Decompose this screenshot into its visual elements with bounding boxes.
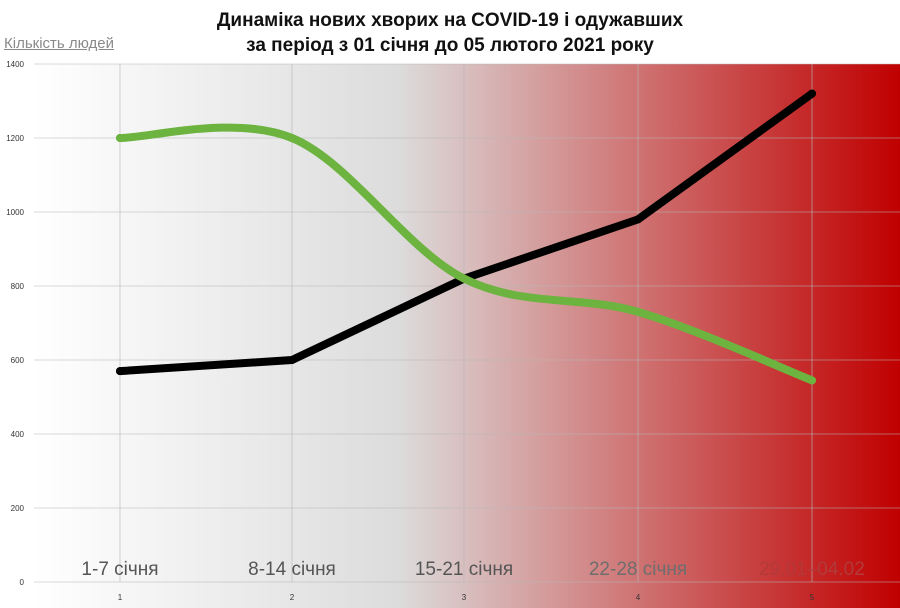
x-tick-label-3: 3 <box>462 593 467 602</box>
y-tick-label-400: 400 <box>11 430 25 439</box>
series-1-point-4 <box>634 215 642 224</box>
y-tick-label-600: 600 <box>11 356 25 365</box>
y-tick-label-1400: 1400 <box>6 60 24 69</box>
category-label-1: 1-7 січня <box>81 559 158 580</box>
series-2-point-3 <box>460 274 468 283</box>
series-1-point-5 <box>808 89 816 98</box>
category-label-2: 8-14 січня <box>248 559 336 580</box>
chart-title: Динаміка нових хворих на COVID-19 і одуж… <box>0 8 900 58</box>
category-label-3: 15-21 січня <box>415 559 513 580</box>
x-tick-label-2: 2 <box>290 593 295 602</box>
series-2-point-2 <box>288 134 296 142</box>
y-axis-label: Кількість людей <box>4 35 115 52</box>
chart-title-line-1: Динаміка нових хворих на COVID-19 і одуж… <box>216 10 684 31</box>
series-2-point-4 <box>634 307 642 316</box>
grid-lines <box>34 63 900 583</box>
series-1-point-1 <box>116 367 124 376</box>
x-tick-label-1: 1 <box>118 593 123 602</box>
x-tick-label-5: 5 <box>810 593 815 602</box>
x-tick-label-4: 4 <box>636 593 641 602</box>
y-tick-label-0: 0 <box>20 578 25 587</box>
plot-background <box>34 64 900 608</box>
series-1-point-2 <box>288 356 296 364</box>
chart-title-line-2: за період з 01 січня до 05 лютого 2021 р… <box>246 35 654 56</box>
category-label-5: 29.01–04.02 <box>759 559 865 580</box>
y-tick-label-1000: 1000 <box>6 208 24 217</box>
series-2-point-5 <box>808 376 816 385</box>
category-label-4: 22-28 січня <box>589 559 687 580</box>
y-tick-label-200: 200 <box>11 504 25 513</box>
y-tick-label-1200: 1200 <box>6 134 24 143</box>
series-lines <box>116 89 816 385</box>
series-2-point-1 <box>116 134 124 142</box>
tick-labels: 0 200 400 600 800 1000 1200 1400 1-7 січня 1 8-14 … <box>6 60 865 602</box>
y-tick-label-800: 800 <box>11 282 25 291</box>
